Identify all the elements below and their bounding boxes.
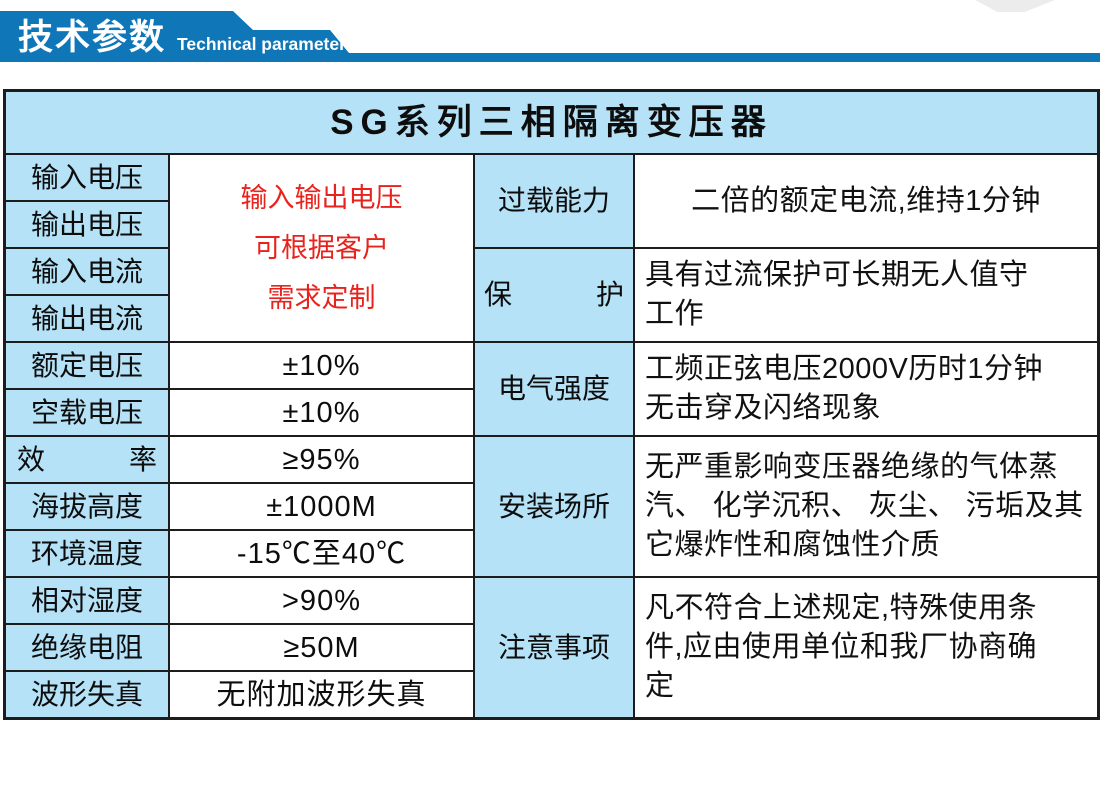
value-protection: 具有过流保护可长期无人值守 工作 [635,249,1097,341]
value-efficiency: ≥95% [170,437,473,482]
row-label-overload-capacity: 过载能力 [475,155,633,247]
value-waveform-dist: 无附加波形失真 [170,672,473,717]
row-label-protection: 保 护 [475,249,633,341]
row-label-install-site: 安装场所 [475,437,633,576]
value-io-custom-note: 输入输出电压 可根据客户 需求定制 [170,155,473,341]
row-label-altitude: 海拔高度 [6,484,168,529]
row-label-waveform-dist: 波形失真 [6,672,168,717]
parameter-table: SG系列三相隔离变压器 输入电压 输出电压 输入电流 输出电流 额定电压 空载电… [3,89,1100,720]
value-precautions: 凡不符合上述规定,特殊使用条 件,应由使用单位和我厂协商确 定 [635,578,1097,717]
value-insulation-res: ≥50M [170,625,473,670]
banner-title-cn: 技术参数 [18,18,167,57]
value-altitude: ±1000M [170,484,473,529]
row-label-insulation-res: 绝缘电阻 [6,625,168,670]
row-label-noload-voltage: 空载电压 [6,390,168,435]
row-label-efficiency: 效 率 [6,437,168,482]
row-label-rel-humidity: 相对湿度 [6,578,168,623]
value-rated-voltage: ±10% [170,343,473,388]
row-label-precautions: 注意事项 [475,578,633,717]
value-noload-voltage: ±10% [170,390,473,435]
row-label-input-voltage: 输入电压 [6,155,168,200]
value-install-site: 无严重影响变压器绝缘的气体蒸 汽、 化学沉积、 灰尘、 污垢及其 它爆炸性和腐蚀… [635,437,1097,576]
value-ambient-temp: -15℃至40℃ [170,531,473,576]
row-label-output-voltage: 输出电压 [6,202,168,247]
value-electric-strength: 工频正弦电压2000V历时1分钟 无击穿及闪络现象 [635,343,1097,435]
row-label-electric-strength: 电气强度 [475,343,633,435]
value-rel-humidity: >90% [170,578,473,623]
value-overload-capacity: 二倍的额定电流,维持1分钟 [635,155,1097,247]
row-label-ambient-temp: 环境温度 [6,531,168,576]
corner-decoration [975,0,1055,12]
row-label-rated-voltage: 额定电压 [6,343,168,388]
row-label-input-current: 输入电流 [6,249,168,294]
table-title: SG系列三相隔离变压器 [6,92,1097,153]
row-label-output-current: 输出电流 [6,296,168,341]
banner-title-en: Technical parameter [177,34,346,54]
